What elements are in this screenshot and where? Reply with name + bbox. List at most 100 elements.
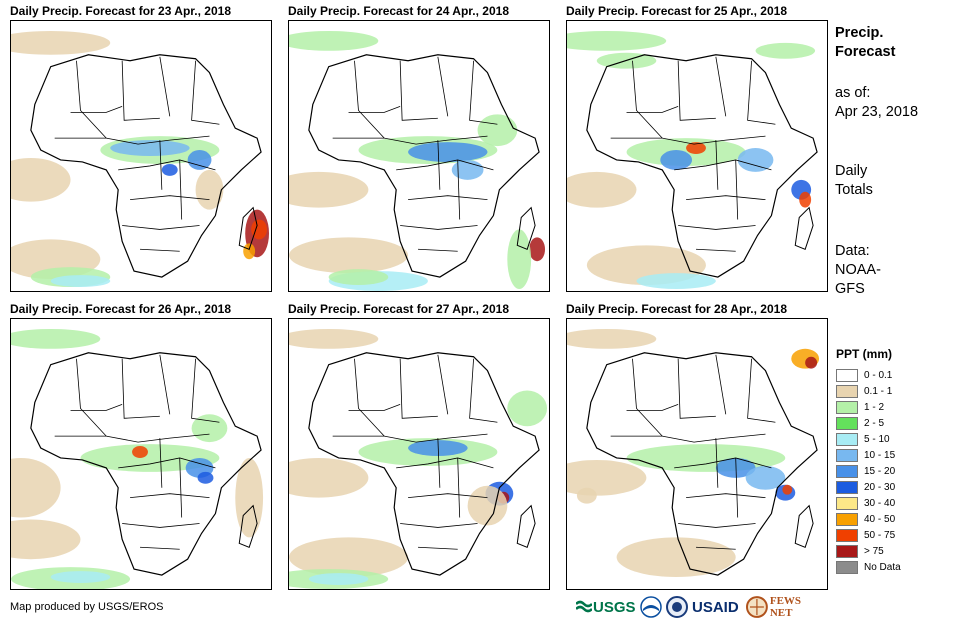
legend-label: 10 - 15 [864,449,896,461]
precip-area [799,191,812,208]
panel-title: Daily Precip. Forecast for 23 Apr., 2018 [10,4,231,18]
panel-title: Daily Precip. Forecast for 28 Apr., 2018 [566,302,787,316]
legend-swatch [836,384,858,398]
country-border [747,358,776,423]
legend-item: 50 - 75 [836,527,901,543]
sidebar-heading: Precip. Forecast [835,24,895,62]
precip-area [616,537,736,578]
country-border [179,457,183,518]
legend-swatch [836,496,858,510]
africa-coastline [308,54,540,278]
legend-label: 0.1 - 1 [864,385,893,397]
precip-area [11,157,71,202]
legend-item: 0 - 0.1 [836,367,901,383]
map-canvas [567,30,818,289]
country-border [677,358,716,419]
legend-swatch [836,480,858,494]
precip-area [567,459,647,496]
precip-map [566,20,828,292]
as-of-date: as of: Apr 23, 2018 [835,84,918,122]
fewsnet-logo: FEWS NET [746,594,826,620]
country-border [400,225,478,230]
country-border [437,140,441,190]
africa-coastline [308,352,540,576]
panel-title: Daily Precip. Forecast for 26 Apr., 2018 [10,302,231,316]
usgs-wave-icon [576,600,592,613]
precip-area [11,30,111,55]
legend-swatch [836,544,858,558]
africa-coastline [30,352,262,576]
panel-title: Daily Precip. Forecast for 25 Apr., 2018 [566,4,787,18]
precip-area [197,471,214,484]
heading-line-1: Precip. [835,25,884,41]
country-border [354,60,385,139]
legend-label: 1 - 2 [864,401,885,413]
country-border [139,248,180,252]
legend-label: 0 - 0.1 [864,369,893,381]
data-source-line-2: NOAA- [835,262,881,278]
precip-area [289,30,379,51]
country-border [747,60,776,125]
legend-item: 10 - 15 [836,447,901,463]
precip-area [686,142,706,155]
legend-swatch [836,448,858,462]
legend-swatch [836,512,858,526]
precip-map [288,20,550,292]
country-border [457,159,461,220]
heading-line-2: Forecast [835,44,896,60]
precip-area [805,356,818,369]
map-canvas [567,328,820,578]
country-border [437,354,449,415]
precip-area [251,219,268,240]
as-of-label: as of: [835,85,871,101]
precip-area [567,171,637,208]
country-border [159,56,171,117]
map-canvas [11,328,264,589]
country-border [457,457,461,518]
madagascar-outline [238,504,258,548]
legend-item: 0.1 - 1 [836,383,901,399]
madagascar-outline [516,504,536,548]
map-credit: Map produced by USGS/EROS [10,601,164,613]
country-border [348,404,401,411]
data-source-line-1: Data: [835,243,870,259]
precip-area [80,444,220,472]
map-canvas [289,328,548,589]
precip-area [308,573,369,585]
country-border [715,438,719,488]
precip-area [576,487,597,504]
legend-label: 50 - 75 [864,529,896,541]
country-border [179,159,183,220]
country-border [695,546,736,550]
country-border [76,60,107,139]
panel-title: Daily Precip. Forecast for 27 Apr., 2018 [288,302,509,316]
as-of-value: Apr 23, 2018 [835,104,919,120]
legend-item: 1 - 2 [836,399,901,415]
country-border [678,225,756,230]
country-border [437,438,441,488]
precip-legend: 0 - 0.1 0.1 - 1 1 - 2 2 - 5 5 - 10 10 - 15 15 … [836,367,901,575]
legend-item: 5 - 10 [836,431,901,447]
country-border [626,404,679,411]
legend-swatch [836,528,858,542]
country-border [626,106,679,113]
precip-area [191,414,228,443]
country-border [399,358,438,419]
precip-area [110,140,190,156]
country-border [118,159,216,171]
precip-area [289,457,369,498]
madagascar-outline [794,206,814,250]
precip-area [477,114,518,147]
legend-item: 2 - 5 [836,415,901,431]
country-border [159,354,171,415]
precip-area [408,142,488,162]
legend-label: 30 - 40 [864,497,896,509]
precip-area [289,171,369,208]
country-border [348,106,401,113]
legend-swatch [836,464,858,478]
country-border [121,358,160,419]
precip-map [10,318,272,590]
legend-title: PPT (mm) [836,347,893,361]
legend-label: > 75 [864,545,884,557]
precip-area [161,163,178,176]
